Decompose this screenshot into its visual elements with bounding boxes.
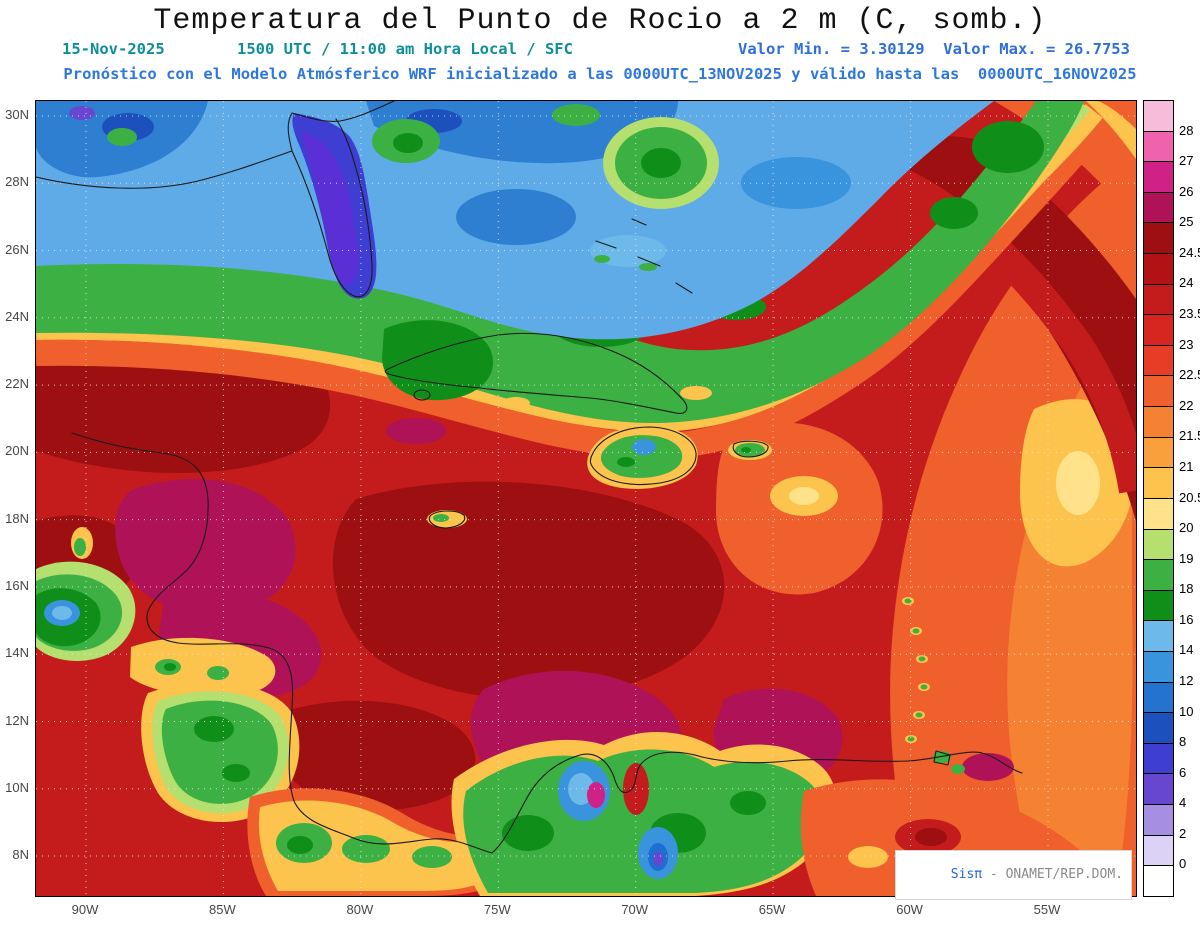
lat-tick-label: 30N xyxy=(5,107,29,122)
lat-tick-label: 20N xyxy=(5,443,29,459)
colorbar-tick-label: 10 xyxy=(1179,703,1194,719)
colorbar-segment xyxy=(1144,866,1173,896)
colorbar-tick-label: 4 xyxy=(1179,795,1187,811)
forecast-description: Pronóstico con el Modelo Atmósferico WRF… xyxy=(63,65,1137,83)
lesser-antilles-dots xyxy=(902,597,930,743)
colorbar-tick-label: 20.5 xyxy=(1179,489,1200,505)
colorbar-segment xyxy=(1144,376,1173,408)
colorbar-tick-label: 18 xyxy=(1179,581,1194,597)
colorbar-segment xyxy=(1144,284,1173,316)
colorbar-tick-label: 21.5 xyxy=(1179,428,1200,444)
lat-tick-label: 24N xyxy=(5,308,29,324)
lat-tick-label: 8N xyxy=(12,847,29,862)
lon-tick-label: 65W xyxy=(758,902,786,917)
colorbar-tick-label: 23.5 xyxy=(1179,306,1200,322)
lat-tick-label: 22N xyxy=(5,376,29,392)
colorbar-tick-label: 23 xyxy=(1179,336,1194,352)
dewpoint-contour-map xyxy=(36,101,1136,896)
credit-watermark: Sisπ - ONAMET/REP.DOM. xyxy=(894,850,1132,900)
lon-tick-label: 85W xyxy=(209,902,236,917)
colorbar-segment xyxy=(1144,835,1173,867)
latlon-grid xyxy=(36,101,1136,896)
lat-tick-label: 12N xyxy=(5,712,29,728)
colorbar-tick-label: 24.5 xyxy=(1179,244,1200,260)
colorbar-tick-label: 26 xyxy=(1179,183,1194,199)
page-title: Temperatura del Punto de Rocio a 2 m (C,… xyxy=(153,4,1047,38)
coastlines xyxy=(36,101,1023,854)
lat-tick-label: 16N xyxy=(5,577,29,593)
map-plot-area: Sisπ - ONAMET/REP.DOM. xyxy=(35,100,1137,900)
lon-tick-label: 75W xyxy=(483,902,511,917)
colorbar-segment xyxy=(1144,498,1173,530)
colorbar-tick-label: 20 xyxy=(1179,520,1194,536)
colorbar-tick-label: 6 xyxy=(1179,764,1187,780)
colorbar-tick-label: 8 xyxy=(1179,734,1187,750)
colorbar-segment xyxy=(1144,131,1173,163)
lon-tick-label: 60W xyxy=(896,902,923,917)
colorbar-segment xyxy=(1144,192,1173,224)
colorbar-tick-label: 14 xyxy=(1179,642,1194,658)
colorbar-tick-label: 21 xyxy=(1179,458,1194,474)
brand-label: Sisπ xyxy=(950,867,983,882)
colorbar-tick-label: 2 xyxy=(1179,825,1187,841)
colorbar-segment xyxy=(1144,805,1173,836)
lon-axis: 90W 85W 80W 75W 70W 65W 60W 55W xyxy=(35,900,1135,920)
lat-tick-label: 18N xyxy=(5,510,29,526)
colorbar-tick-label: 22 xyxy=(1179,397,1194,413)
minmax-values: Valor Min. = 3.30129 Valor Max. = 26.775… xyxy=(738,40,1130,58)
colorbar-segment xyxy=(1144,560,1173,591)
colorbar-segment xyxy=(1144,590,1173,622)
colorbar-tick-label: 25 xyxy=(1179,214,1194,230)
colorbar-segment xyxy=(1144,651,1173,683)
colorbar-segment xyxy=(1144,774,1173,806)
lat-tick-label: 10N xyxy=(5,779,29,795)
lat-tick-label: 26N xyxy=(5,241,29,257)
colorbar-tick-label: 19 xyxy=(1179,550,1194,566)
colorbar-segment xyxy=(1144,682,1173,714)
colorbar-segment xyxy=(1144,529,1173,561)
colorbar-segment xyxy=(1144,713,1173,744)
colorbar-tick-label: 28 xyxy=(1179,122,1194,138)
colorbar-segment xyxy=(1144,437,1173,469)
colorbar-segment xyxy=(1144,254,1173,285)
colorbar-segment xyxy=(1144,743,1173,775)
colorbar-segment xyxy=(1144,223,1173,255)
lat-tick-label: 28N xyxy=(5,174,29,190)
colorbar-segment xyxy=(1144,621,1173,652)
lon-tick-label: 90W xyxy=(71,902,99,917)
lon-tick-label: 70W xyxy=(621,902,649,917)
lon-tick-label: 80W xyxy=(346,902,374,917)
lat-axis: 30N 28N 26N 24N 22N 20N 18N 16N 14N 12N 10N 8N xyxy=(0,100,32,895)
colorbar-tick-label: 22.5 xyxy=(1179,367,1200,383)
valid-date: 15-Nov-2025 xyxy=(62,40,165,58)
colorbar-segment xyxy=(1144,468,1173,499)
colorbar-tick-label: 0 xyxy=(1179,856,1187,872)
colorbar-tick-label: 16 xyxy=(1179,611,1194,627)
contour-field xyxy=(36,101,1136,896)
colorbar-tick-label: 24 xyxy=(1179,275,1194,291)
colorbar-labels: 2827262524.52423.52322.52221.52120.52019… xyxy=(1179,100,1200,895)
colorbar-tick-label: 12 xyxy=(1179,672,1194,688)
lat-tick-label: 14N xyxy=(5,645,29,661)
colorbar-segment xyxy=(1144,162,1173,193)
colorbar-tick-label: 27 xyxy=(1179,153,1194,169)
colorbar-segment xyxy=(1144,407,1173,438)
colorbar xyxy=(1143,100,1174,897)
valid-time: 1500 UTC / 11:00 am Hora Local / SFC xyxy=(237,40,573,58)
lon-tick-label: 55W xyxy=(1033,902,1061,917)
colorbar-segment xyxy=(1144,101,1173,132)
credit-label: - ONAMET/REP.DOM. xyxy=(982,867,1123,882)
colorbar-segment xyxy=(1144,345,1173,377)
colorbar-segment xyxy=(1144,315,1173,346)
